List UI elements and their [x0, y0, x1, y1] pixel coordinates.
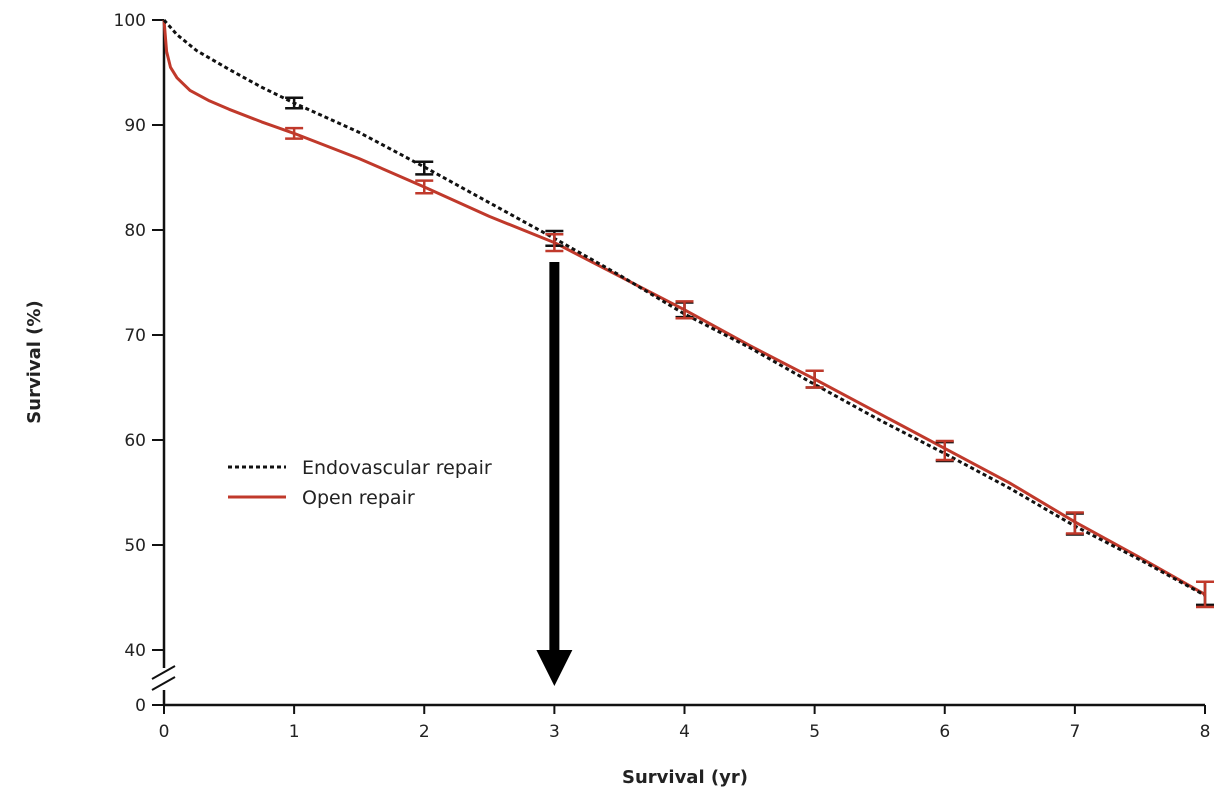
errorbar-layer [285, 96, 1214, 609]
legend-label: Endovascular repair [302, 457, 492, 479]
error-bar [545, 232, 564, 253]
error-bar [415, 160, 434, 176]
y-tick-label: 70 [124, 326, 146, 346]
error-bar [415, 179, 434, 195]
x-axis-title: Survival (yr) [622, 767, 748, 788]
error-bar [285, 126, 304, 140]
y-tick-label: 80 [124, 221, 146, 241]
y-axis-title: Survival (%) [24, 300, 45, 423]
x-tick-label: 8 [1200, 722, 1211, 742]
arrow-shaft [549, 262, 560, 652]
x-tick-label: 3 [549, 722, 560, 742]
series-layer [162, 19, 1206, 597]
x-tick-label: 0 [159, 722, 170, 742]
y-tick-label: 90 [124, 116, 146, 136]
error-bar [285, 96, 304, 110]
y-tick-label: 50 [124, 536, 146, 556]
error-bar [675, 300, 694, 320]
error-bar [1196, 580, 1214, 609]
open-repair-line [162, 19, 1206, 596]
x-tick-label: 5 [809, 722, 820, 742]
error-bar [1065, 511, 1084, 535]
y-tick-label: 100 [114, 11, 146, 31]
x-tick-label: 2 [419, 722, 430, 742]
annotation-layer [536, 262, 573, 686]
y-tick-label: 40 [124, 641, 146, 661]
x-tick-label: 1 [289, 722, 300, 742]
endovascular-line [162, 19, 1206, 597]
axes: 0 40 50 60 70 80 90 100 0 1 2 3 4 5 6 7 8 [114, 11, 1211, 742]
axis-break-mark [151, 665, 176, 680]
error-bar [935, 439, 954, 462]
legend-label: Open repair [302, 487, 415, 509]
x-tick-label: 4 [679, 722, 690, 742]
y-tick-label: 0 [135, 696, 146, 716]
x-tick-label: 7 [1069, 722, 1080, 742]
legend: Endovascular repair Open repair [228, 457, 492, 509]
axis-break-mark [151, 676, 176, 691]
error-bar [805, 369, 824, 389]
y-tick-label: 60 [124, 431, 146, 451]
x-tick-label: 6 [939, 722, 950, 742]
arrow-head [536, 650, 573, 686]
